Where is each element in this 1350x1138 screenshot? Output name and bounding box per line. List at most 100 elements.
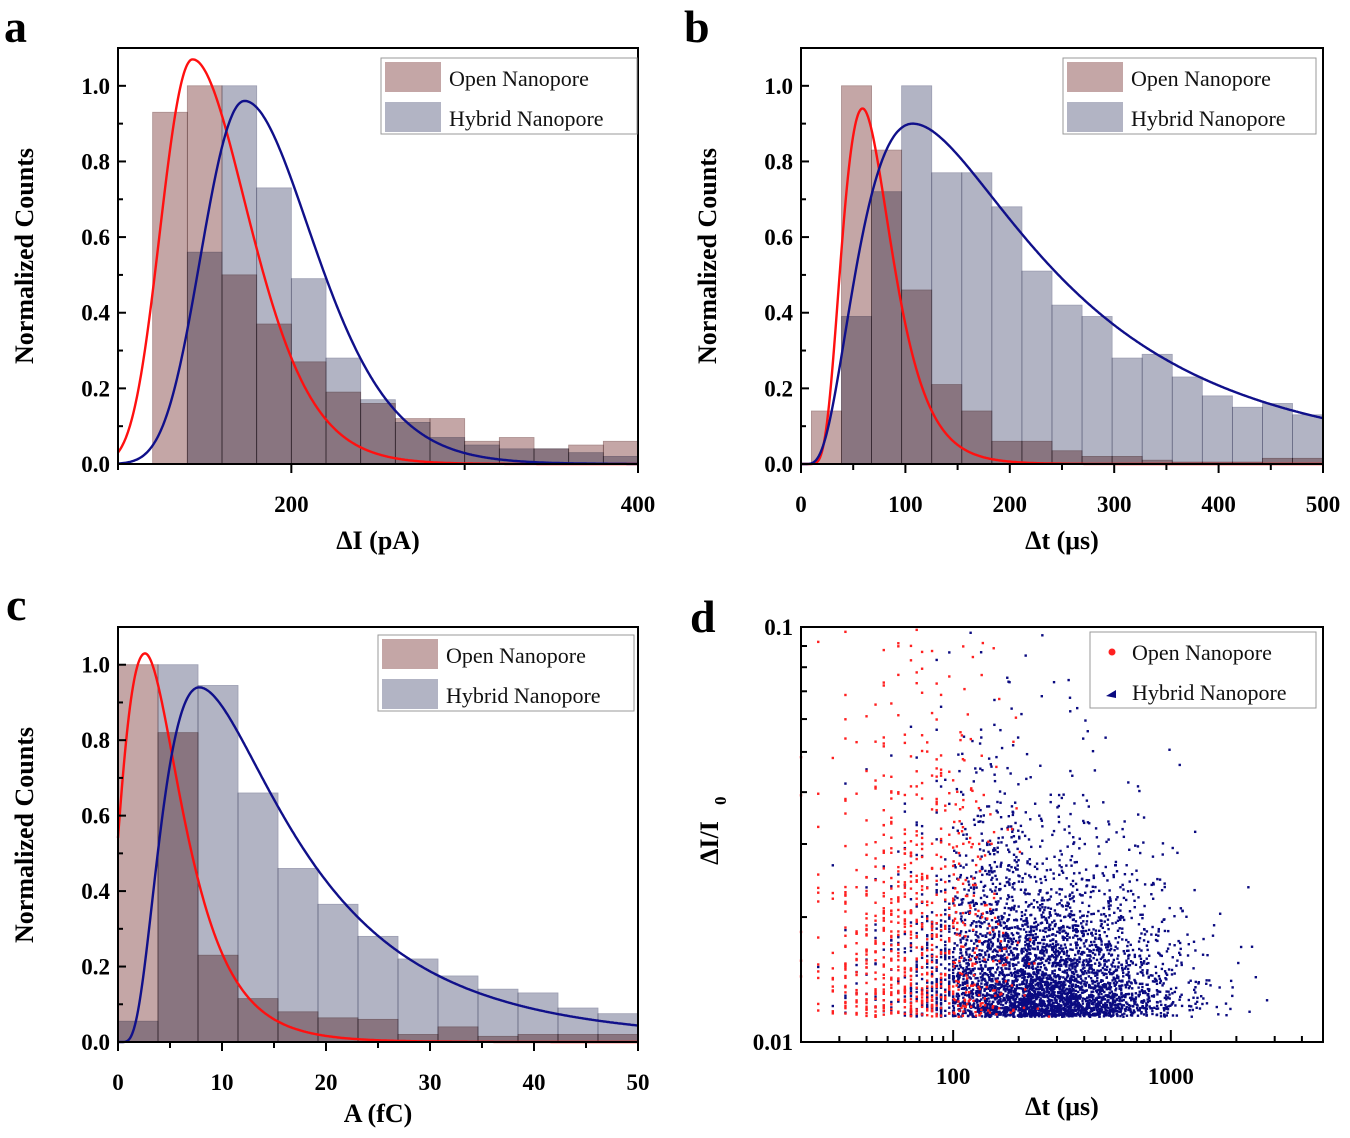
data-point (1018, 837, 1021, 840)
data-point (1010, 984, 1014, 987)
data-point (1024, 984, 1028, 988)
data-point (1025, 934, 1029, 937)
data-point (971, 967, 974, 971)
data-point (967, 901, 970, 905)
data-point (1026, 925, 1030, 928)
data-point (989, 933, 992, 936)
data-point (978, 1013, 981, 1017)
data-point (1134, 844, 1137, 847)
data-point (982, 956, 985, 959)
data-point (1140, 932, 1143, 935)
data-point (1041, 988, 1044, 992)
data-point (1006, 919, 1009, 923)
data-point (1055, 954, 1058, 957)
data-point (1121, 938, 1124, 941)
data-point (988, 931, 992, 934)
data-point (865, 769, 868, 773)
data-point (897, 642, 900, 645)
data-point (988, 873, 991, 876)
data-point (903, 828, 907, 831)
data-point (951, 955, 955, 959)
data-point (1022, 1012, 1026, 1016)
data-point (1013, 840, 1016, 844)
data-point (1001, 1004, 1005, 1007)
data-point (1215, 1005, 1218, 1009)
data-point (1003, 792, 1006, 795)
data-point (978, 939, 981, 943)
data-point (1148, 1005, 1151, 1008)
data-point (1012, 907, 1016, 910)
data-point (948, 927, 951, 931)
data-point (1063, 1015, 1066, 1018)
data-point (1152, 881, 1155, 885)
data-point (1079, 977, 1083, 980)
data-point (1005, 945, 1009, 948)
data-point (874, 951, 877, 954)
data-point (951, 1001, 955, 1005)
data-point (1045, 986, 1048, 990)
data-point (1068, 996, 1072, 999)
data-point (817, 825, 820, 829)
data-point (1008, 967, 1011, 971)
data-point (903, 895, 907, 898)
data-point (1079, 988, 1082, 991)
data-point (1089, 890, 1093, 894)
data-point (1096, 976, 1099, 980)
data-point (1042, 987, 1045, 991)
data-point (915, 853, 918, 857)
data-point (1094, 944, 1098, 947)
data-point (979, 953, 983, 957)
data-point (1133, 955, 1137, 959)
data-point (1135, 878, 1139, 882)
data-point (1078, 1005, 1081, 1008)
data-point (930, 1015, 934, 1018)
data-point (1069, 948, 1072, 951)
data-point (920, 965, 924, 969)
data-point (1098, 1004, 1101, 1007)
data-point (1092, 968, 1096, 972)
data-point (962, 959, 965, 963)
data-point (1139, 966, 1142, 969)
data-point (1030, 961, 1034, 964)
data-point (1075, 888, 1079, 892)
data-point (975, 993, 978, 997)
data-point (1119, 984, 1123, 988)
data-point (976, 1004, 979, 1008)
data-point (1051, 978, 1055, 981)
data-point (1025, 777, 1028, 781)
data-point (1062, 938, 1065, 941)
data-point (1108, 896, 1112, 899)
data-point (974, 871, 978, 874)
data-point (1145, 1014, 1149, 1017)
data-point (995, 809, 998, 812)
data-point (999, 1003, 1003, 1006)
data-point (1146, 969, 1149, 972)
data-point (1005, 973, 1008, 977)
data-point (1082, 821, 1086, 825)
data-point (1044, 973, 1048, 976)
data-point (920, 973, 924, 976)
data-point (1092, 1008, 1096, 1012)
data-point (939, 923, 943, 927)
data-point (1154, 938, 1158, 942)
data-point (1127, 980, 1131, 983)
data-point (1041, 1011, 1044, 1014)
data-point (874, 988, 877, 991)
data-point (1023, 947, 1026, 950)
data-point (1086, 1013, 1090, 1016)
data-point (1146, 948, 1149, 952)
data-point (1198, 1007, 1202, 1010)
data-point (915, 823, 918, 827)
data-point (1105, 840, 1108, 844)
data-point (966, 974, 969, 977)
data-point (994, 991, 997, 995)
data-point (1024, 872, 1027, 876)
data-point (1151, 1012, 1154, 1016)
data-point (890, 754, 893, 757)
data-point (962, 978, 965, 981)
data-point (890, 901, 893, 905)
data-point (1041, 634, 1044, 637)
data-point (964, 981, 967, 984)
data-point (985, 983, 989, 987)
data-point (1091, 1009, 1094, 1013)
